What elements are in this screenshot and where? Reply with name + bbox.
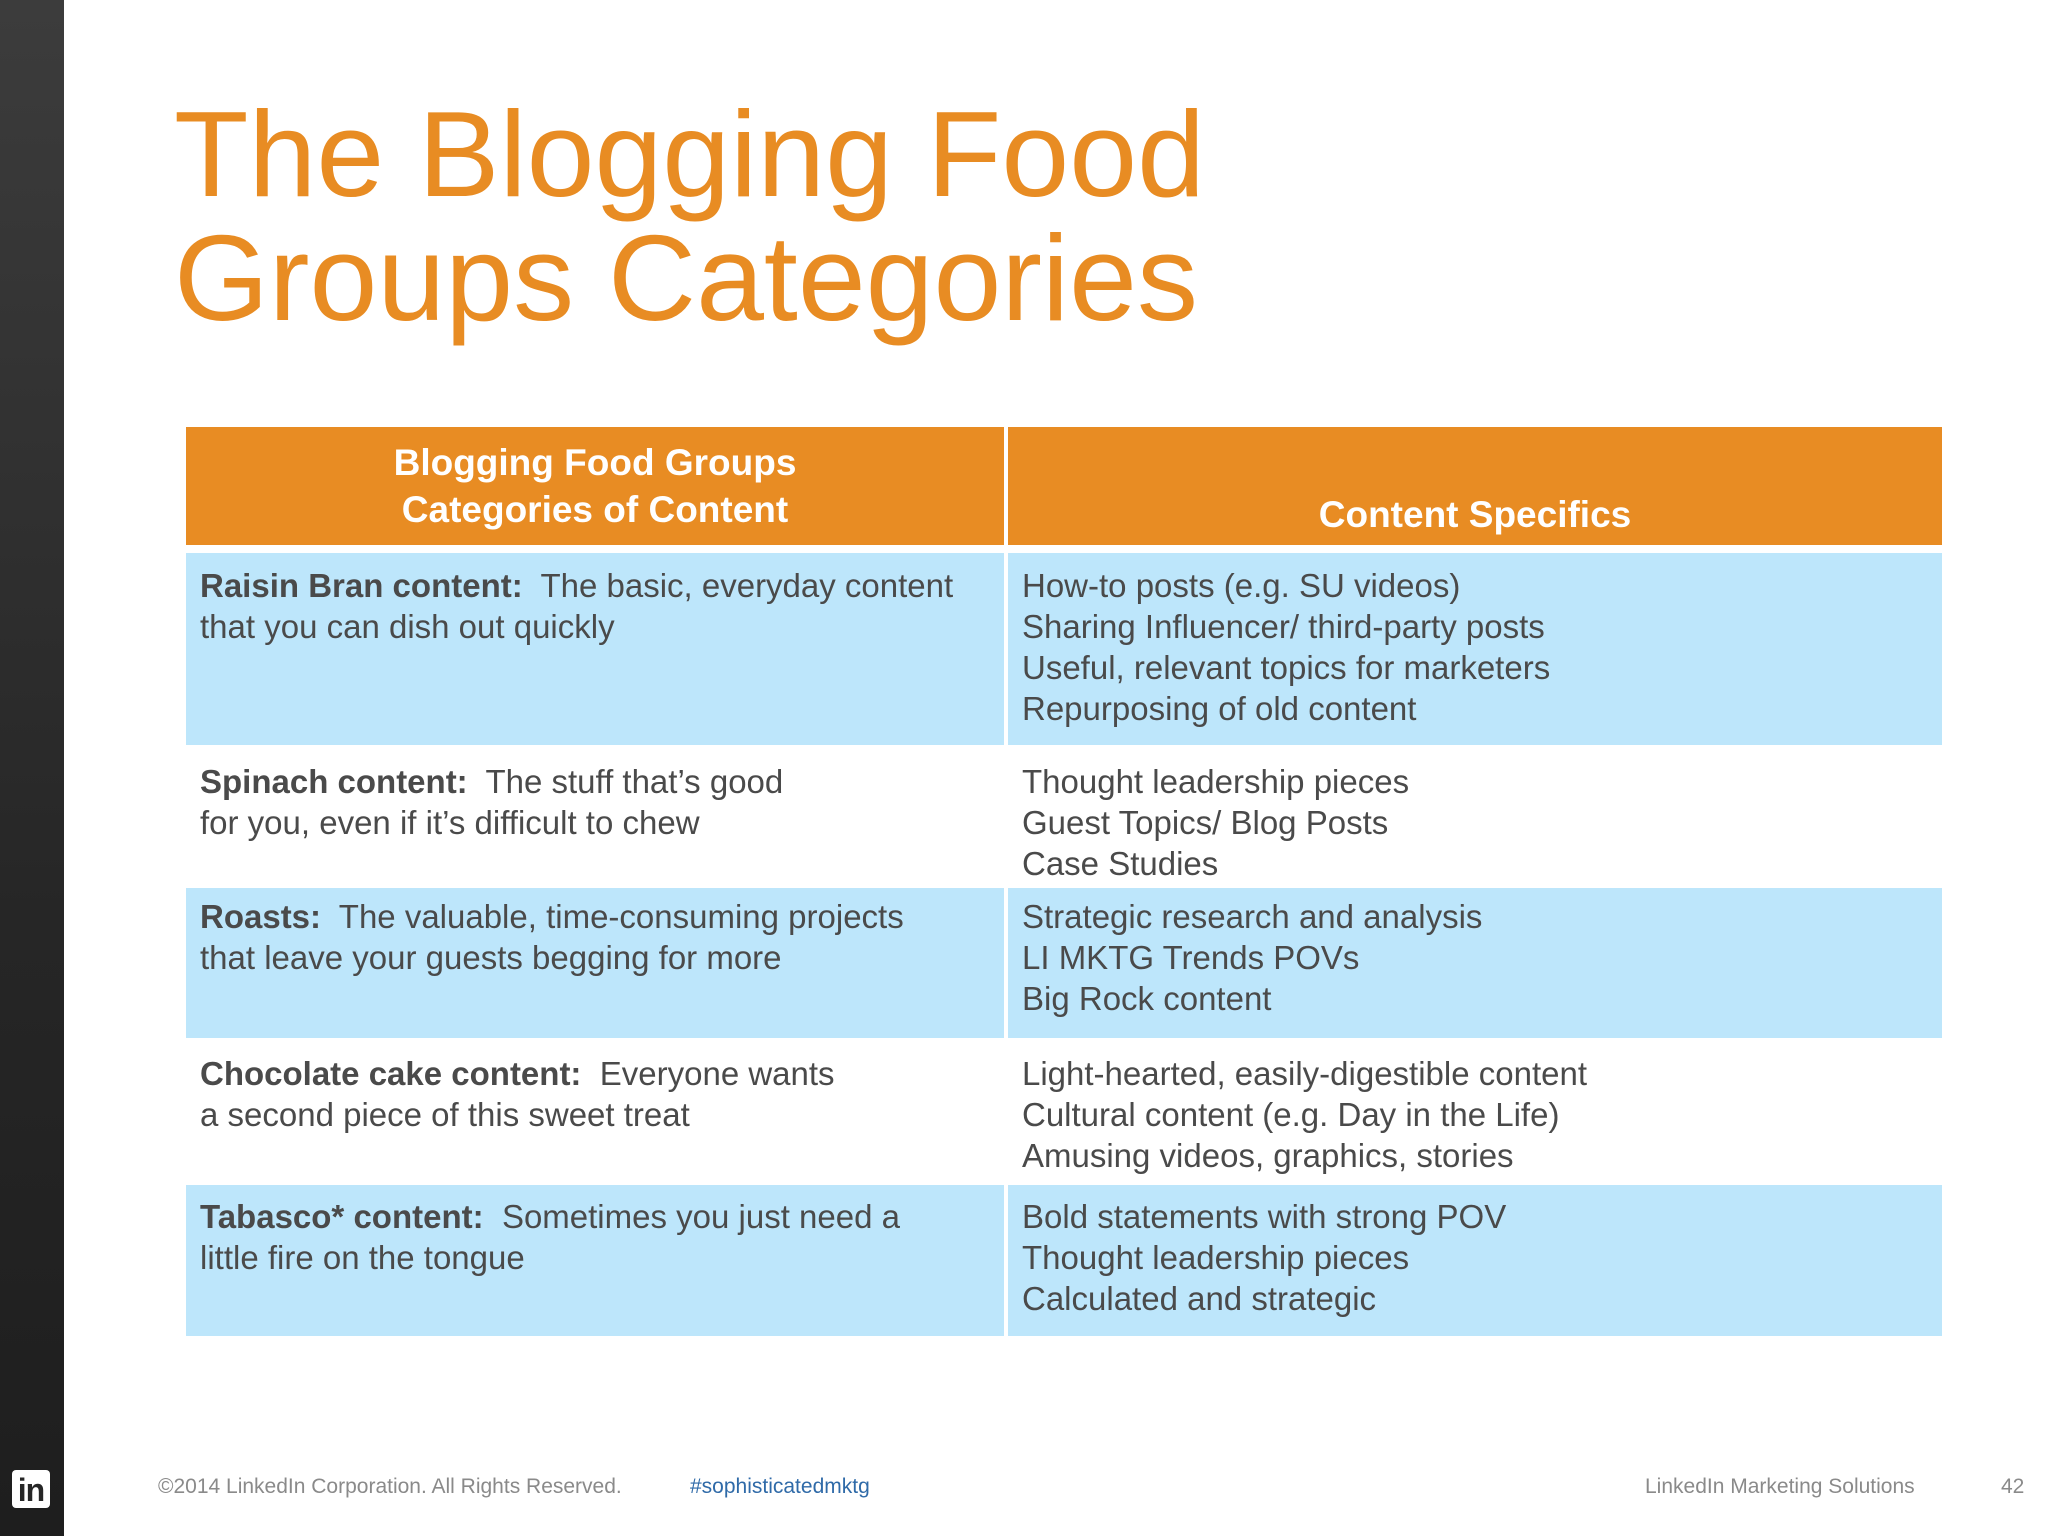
table-row: Raisin Bran content: The basic, everyday… bbox=[186, 545, 1942, 745]
category-description: for you, even if it’s difficult to chew bbox=[200, 804, 700, 841]
slide-title-line-2: Groups Categories bbox=[174, 210, 1198, 346]
slide-title-line-1: The Blogging Food bbox=[174, 86, 1205, 222]
footer-hashtag-link[interactable]: #sophisticatedmktg bbox=[690, 1475, 870, 1498]
category-cell: Spinach content: The stuff that’s good f… bbox=[186, 745, 1004, 888]
specific-item: Strategic research and analysis bbox=[1022, 898, 1483, 935]
category-term: Tabasco* content: bbox=[200, 1198, 484, 1235]
category-term: Chocolate cake content: bbox=[200, 1055, 582, 1092]
header-categories-line-1: Blogging Food Groups bbox=[393, 442, 797, 483]
category-description: Everyone wants bbox=[599, 1055, 835, 1092]
specific-item: Repurposing of old content bbox=[1022, 690, 1417, 727]
specific-item: Bold statements with strong POV bbox=[1022, 1198, 1507, 1235]
specific-item: Useful, relevant topics for marketers bbox=[1022, 649, 1551, 686]
specifics-cell: Bold statements with strong POV Thought … bbox=[1008, 1185, 1942, 1336]
category-description: that leave your guests begging for more bbox=[200, 939, 782, 976]
category-description: a second piece of this sweet treat bbox=[200, 1096, 690, 1133]
category-description: The basic, everyday content bbox=[540, 567, 954, 604]
specifics-cell: Thought leadership pieces Guest Topics/ … bbox=[1008, 745, 1942, 888]
category-term: Spinach content: bbox=[200, 763, 468, 800]
specific-item: Guest Topics/ Blog Posts bbox=[1022, 804, 1389, 841]
header-specifics-cell: Content Specifics bbox=[1008, 427, 1942, 545]
page-number: 42 bbox=[2001, 1475, 2025, 1498]
specific-item: Sharing Influencer/ third-party posts bbox=[1022, 608, 1545, 645]
slide-title: The Blogging Food Groups Categories bbox=[174, 92, 1474, 340]
table-row: Tabasco* content: Sometimes you just nee… bbox=[186, 1185, 1942, 1336]
category-description: The stuff that’s good bbox=[485, 763, 784, 800]
category-description: Sometimes you just need a bbox=[501, 1198, 900, 1235]
specific-item: Amusing videos, graphics, stories bbox=[1022, 1137, 1514, 1174]
specific-item: Case Studies bbox=[1022, 845, 1219, 882]
header-categories-line-2: Categories of Content bbox=[401, 489, 789, 530]
category-description: that you can dish out quickly bbox=[200, 608, 615, 645]
table-row: Chocolate cake content: Everyone wants a… bbox=[186, 1038, 1942, 1185]
food-groups-table: Blogging Food Groups Categories of Conte… bbox=[186, 427, 1942, 1336]
specific-item: Calculated and strategic bbox=[1022, 1280, 1377, 1317]
specific-item: Big Rock content bbox=[1022, 980, 1272, 1017]
table-row: Roasts: The valuable, time-consuming pro… bbox=[186, 888, 1942, 1038]
header-specifics-label: Content Specifics bbox=[1318, 494, 1632, 535]
specific-item: Cultural content (e.g. Day in the Life) bbox=[1022, 1096, 1560, 1133]
table-row: Spinach content: The stuff that’s good f… bbox=[186, 745, 1942, 888]
specific-item: How-to posts (e.g. SU videos) bbox=[1022, 567, 1461, 604]
category-term: Roasts: bbox=[200, 898, 322, 935]
category-description: The valuable, time-consuming projects bbox=[338, 898, 904, 935]
specific-item: Thought leadership pieces bbox=[1022, 1239, 1410, 1276]
linkedin-logo-icon: in bbox=[12, 1470, 50, 1508]
footer-brand: LinkedIn Marketing Solutions bbox=[1645, 1475, 1915, 1498]
specifics-cell: Light-hearted, easily-digestible content… bbox=[1008, 1038, 1942, 1185]
specifics-cell: How-to posts (e.g. SU videos) Sharing In… bbox=[1008, 553, 1942, 745]
table-header-row: Blogging Food Groups Categories of Conte… bbox=[186, 427, 1942, 545]
footer-copyright: ©2014 LinkedIn Corporation. All Rights R… bbox=[158, 1475, 622, 1498]
header-categories-cell: Blogging Food Groups Categories of Conte… bbox=[186, 427, 1004, 545]
left-sidebar-bar bbox=[0, 0, 64, 1536]
specific-item: Light-hearted, easily-digestible content bbox=[1022, 1055, 1588, 1092]
specific-item: Thought leadership pieces bbox=[1022, 763, 1410, 800]
specific-item: LI MKTG Trends POVs bbox=[1022, 939, 1360, 976]
category-description: little fire on the tongue bbox=[200, 1239, 525, 1276]
category-cell: Roasts: The valuable, time-consuming pro… bbox=[186, 888, 1004, 1038]
category-term: Raisin Bran content: bbox=[200, 567, 523, 604]
category-cell: Tabasco* content: Sometimes you just nee… bbox=[186, 1185, 1004, 1336]
specifics-cell: Strategic research and analysis LI MKTG … bbox=[1008, 888, 1942, 1038]
category-cell: Raisin Bran content: The basic, everyday… bbox=[186, 553, 1004, 745]
category-cell: Chocolate cake content: Everyone wants a… bbox=[186, 1038, 1004, 1185]
